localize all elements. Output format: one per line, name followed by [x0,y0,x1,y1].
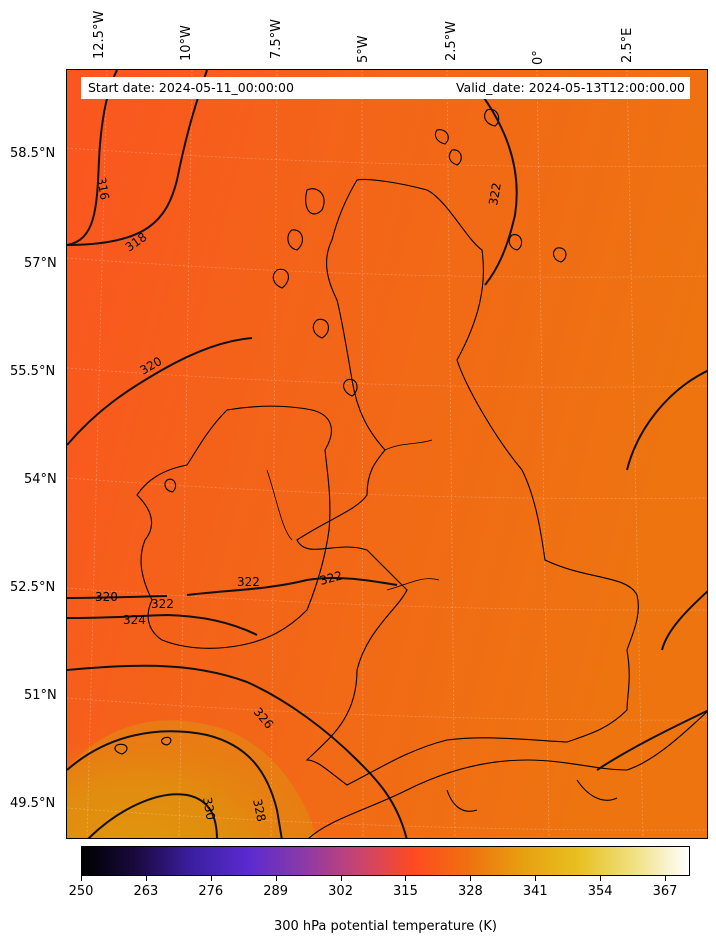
colorbar-tick-label: 276 [198,884,224,899]
contour-label: 322 [486,182,504,207]
colorbar-tick [470,876,472,881]
latitude-label: 55.5°N [10,364,56,379]
contour-324 [67,613,258,636]
map-panel: 316 318 320 322 322 320 322 324 322 326 … [66,69,708,839]
contour-326 [67,664,408,838]
contour-322-mid [186,576,398,596]
colorbar-tick-label: 250 [68,884,94,899]
longitude-label: 2.5°E [620,27,635,63]
longitude-label: 5°W [356,35,371,63]
contour-320 [67,337,253,446]
contour-label: 320 [95,590,118,604]
colorbar [81,846,690,876]
longitude-label: 12.5°W [92,10,107,59]
colorbar-tick [600,876,602,881]
contour-label: 328 [250,798,268,823]
colorbar-tick [405,876,407,881]
colorbar-tick [665,876,667,881]
contour-326-east [596,709,707,771]
colorbar-tick [210,876,212,881]
map-canvas: 316 318 320 322 322 320 322 324 322 326 … [67,70,707,838]
contour-330 [87,793,218,838]
longitude-label: 7.5°W [269,18,284,59]
valid-date-label: Valid_date: 2024-05-13T12:00:00.00 [455,80,685,95]
colorbar-tick [535,876,537,881]
contour-318 [67,70,208,246]
latitude-label: 54°N [24,472,57,487]
contour-324-east [661,590,707,651]
contour-lines [67,70,707,838]
start-date-label: Start date: 2024-05-11_00:00:00 [88,80,294,95]
colorbar-tick-label: 354 [587,884,613,899]
france-coast [308,711,707,838]
contour-label: 322 [318,568,344,587]
contour-label: 324 [123,613,146,627]
date-info-box: Start date: 2024-05-11_00:00:00 Valid_da… [81,77,690,99]
colorbar-tick-label: 328 [457,884,483,899]
colorbar-title: 300 hPa potential temperature (K) [273,919,497,934]
longitude-label: 10°W [179,25,194,61]
graticule [67,70,707,838]
latitude-label: 58.5°N [10,146,56,161]
contour-322-north [481,94,518,286]
colorbar-tick [145,876,147,881]
colorbar-tick-label: 367 [652,884,678,899]
contour-328 [67,730,283,838]
colorbar-tick-label: 341 [522,884,548,899]
great-britain-coast [296,178,639,786]
ireland-coast [136,405,332,649]
colorbar-tick [275,876,277,881]
latitude-label: 57°N [24,256,57,271]
latitude-label: 52.5°N [10,580,56,595]
coastlines [114,108,707,838]
latitude-label: 51°N [24,688,57,703]
contour-label: 330 [200,796,218,821]
contour-label: 322 [237,575,260,589]
longitude-label: 0° [531,50,546,65]
colorbar-tick-label: 315 [393,884,418,899]
longitude-label: 2.5°W [444,20,459,61]
colorbar-tick-label: 263 [133,884,159,899]
contour-label: 322 [151,597,174,611]
latitude-label: 49.5°N [10,796,56,811]
colorbar-tick [340,876,342,881]
contour-322-east [626,369,707,471]
colorbar-tick-label: 289 [263,884,289,899]
colorbar-tick [81,876,82,881]
colorbar-tick-label: 302 [328,884,353,899]
contour-label: 316 [94,176,112,201]
contour-320-south [67,595,168,599]
